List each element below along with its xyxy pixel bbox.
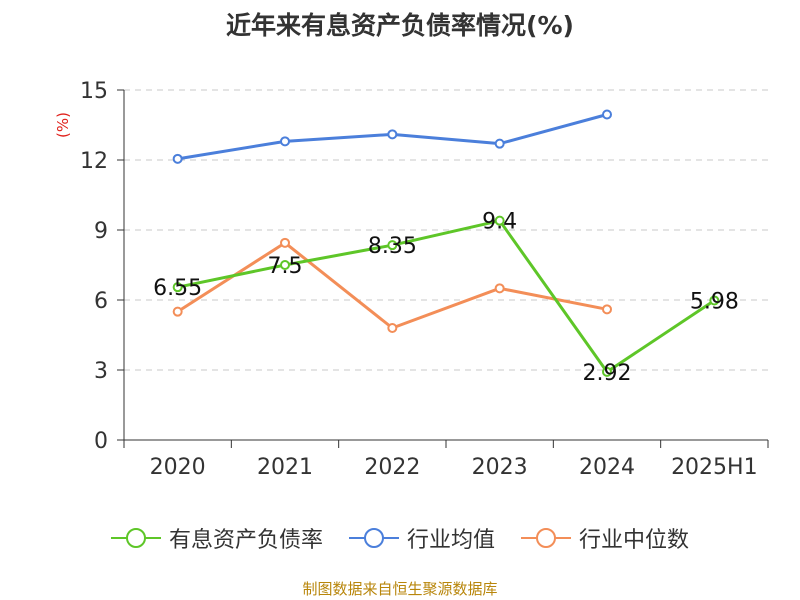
data-point bbox=[602, 366, 612, 377]
axes: 0 3 6 9 12 15 (%) 2020 2021 2022 2023 2024 2025H1 bbox=[54, 79, 769, 480]
grid-lines bbox=[124, 89, 768, 371]
data-point bbox=[494, 215, 505, 226]
y-tick-label: 9 bbox=[94, 219, 108, 244]
x-tick-label: 2023 bbox=[472, 455, 528, 480]
x-tick-label: 2025H1 bbox=[671, 455, 758, 480]
chart-title: 近年来有息资产负债率情况(%) bbox=[226, 11, 574, 40]
x-tick-label: 2021 bbox=[257, 455, 313, 480]
y-axis-label: (%) bbox=[54, 112, 72, 138]
data-point bbox=[387, 323, 398, 333]
data-label: 6.55 bbox=[153, 276, 202, 301]
y-tick-label: 15 bbox=[80, 79, 108, 104]
data-point bbox=[280, 136, 290, 147]
legend-swatch-icon bbox=[110, 528, 161, 548]
legend-swatch-icon bbox=[348, 528, 399, 548]
y-tick-label: 12 bbox=[80, 149, 108, 174]
series-line bbox=[177, 219, 716, 374]
legend-item[interactable]: 有息资产负债率 bbox=[110, 522, 323, 554]
data-point bbox=[280, 237, 290, 248]
legend-item[interactable]: 行业中位数 bbox=[521, 522, 689, 554]
series-lines bbox=[172, 109, 720, 377]
data-label: 2.92 bbox=[583, 361, 632, 386]
data-point bbox=[172, 282, 183, 293]
data-point bbox=[602, 109, 612, 120]
x-tick-label: 2024 bbox=[579, 455, 635, 480]
y-tick-label: 6 bbox=[94, 289, 108, 314]
data-labels: 6.55 7.5 8.35 9.4 2.92 5.98 bbox=[153, 210, 739, 386]
data-point bbox=[709, 295, 720, 306]
data-point bbox=[387, 240, 398, 251]
data-label: 7.5 bbox=[268, 254, 303, 279]
legend-label: 行业中位数 bbox=[579, 528, 690, 553]
data-label: 8.35 bbox=[368, 234, 417, 259]
data-point bbox=[172, 153, 183, 164]
legend-label: 有息资产负债率 bbox=[168, 528, 323, 553]
x-tick-label: 2022 bbox=[364, 455, 420, 480]
legend-label: 行业均值 bbox=[406, 528, 495, 553]
data-label: 5.98 bbox=[690, 289, 739, 314]
legend-item[interactable]: 行业均值 bbox=[348, 522, 495, 554]
source-note: 制图数据来自恒生聚源数据库 bbox=[302, 580, 498, 598]
data-point bbox=[494, 283, 505, 294]
x-tick-label: 2020 bbox=[150, 455, 206, 480]
data-point bbox=[172, 306, 183, 317]
data-point bbox=[387, 129, 398, 140]
y-tick-label: 0 bbox=[94, 429, 108, 454]
legend-swatch-icon bbox=[521, 528, 571, 548]
data-point bbox=[494, 138, 505, 149]
data-point bbox=[280, 260, 290, 270]
legend: 有息资产负债率 行业均值 行业中位数 bbox=[0, 520, 800, 556]
data-point bbox=[602, 304, 612, 315]
y-tick-label: 3 bbox=[94, 359, 108, 384]
data-label: 9.4 bbox=[482, 210, 517, 235]
